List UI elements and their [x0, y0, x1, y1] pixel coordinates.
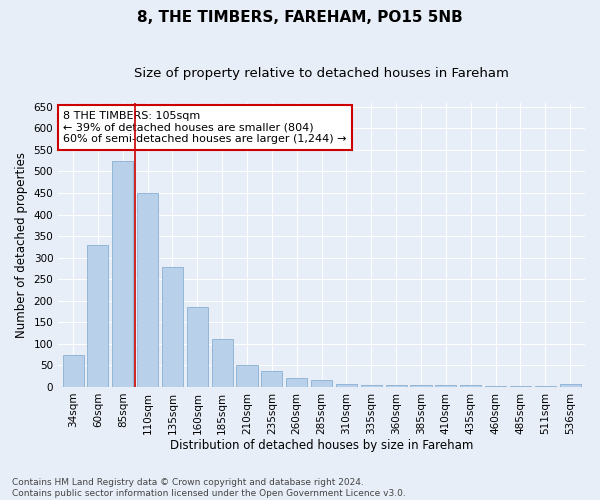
- Bar: [535, 386, 556, 387]
- Bar: [236, 366, 257, 387]
- Bar: [510, 386, 531, 387]
- Bar: [435, 385, 457, 387]
- Bar: [311, 380, 332, 387]
- Bar: [336, 384, 357, 387]
- Bar: [361, 385, 382, 387]
- Text: 8, THE TIMBERS, FAREHAM, PO15 5NB: 8, THE TIMBERS, FAREHAM, PO15 5NB: [137, 10, 463, 25]
- Bar: [286, 378, 307, 387]
- Bar: [485, 386, 506, 387]
- Bar: [112, 160, 133, 387]
- Bar: [187, 307, 208, 387]
- Title: Size of property relative to detached houses in Fareham: Size of property relative to detached ho…: [134, 68, 509, 80]
- Bar: [137, 193, 158, 387]
- Bar: [162, 267, 183, 387]
- Bar: [460, 385, 481, 387]
- Bar: [262, 371, 283, 387]
- Bar: [88, 244, 109, 387]
- Bar: [410, 385, 431, 387]
- Bar: [212, 338, 233, 387]
- Text: 8 THE TIMBERS: 105sqm
← 39% of detached houses are smaller (804)
60% of semi-det: 8 THE TIMBERS: 105sqm ← 39% of detached …: [64, 111, 347, 144]
- Bar: [386, 385, 407, 387]
- Text: Contains HM Land Registry data © Crown copyright and database right 2024.
Contai: Contains HM Land Registry data © Crown c…: [12, 478, 406, 498]
- Bar: [560, 384, 581, 387]
- X-axis label: Distribution of detached houses by size in Fareham: Distribution of detached houses by size …: [170, 440, 473, 452]
- Bar: [62, 354, 83, 387]
- Y-axis label: Number of detached properties: Number of detached properties: [15, 152, 28, 338]
